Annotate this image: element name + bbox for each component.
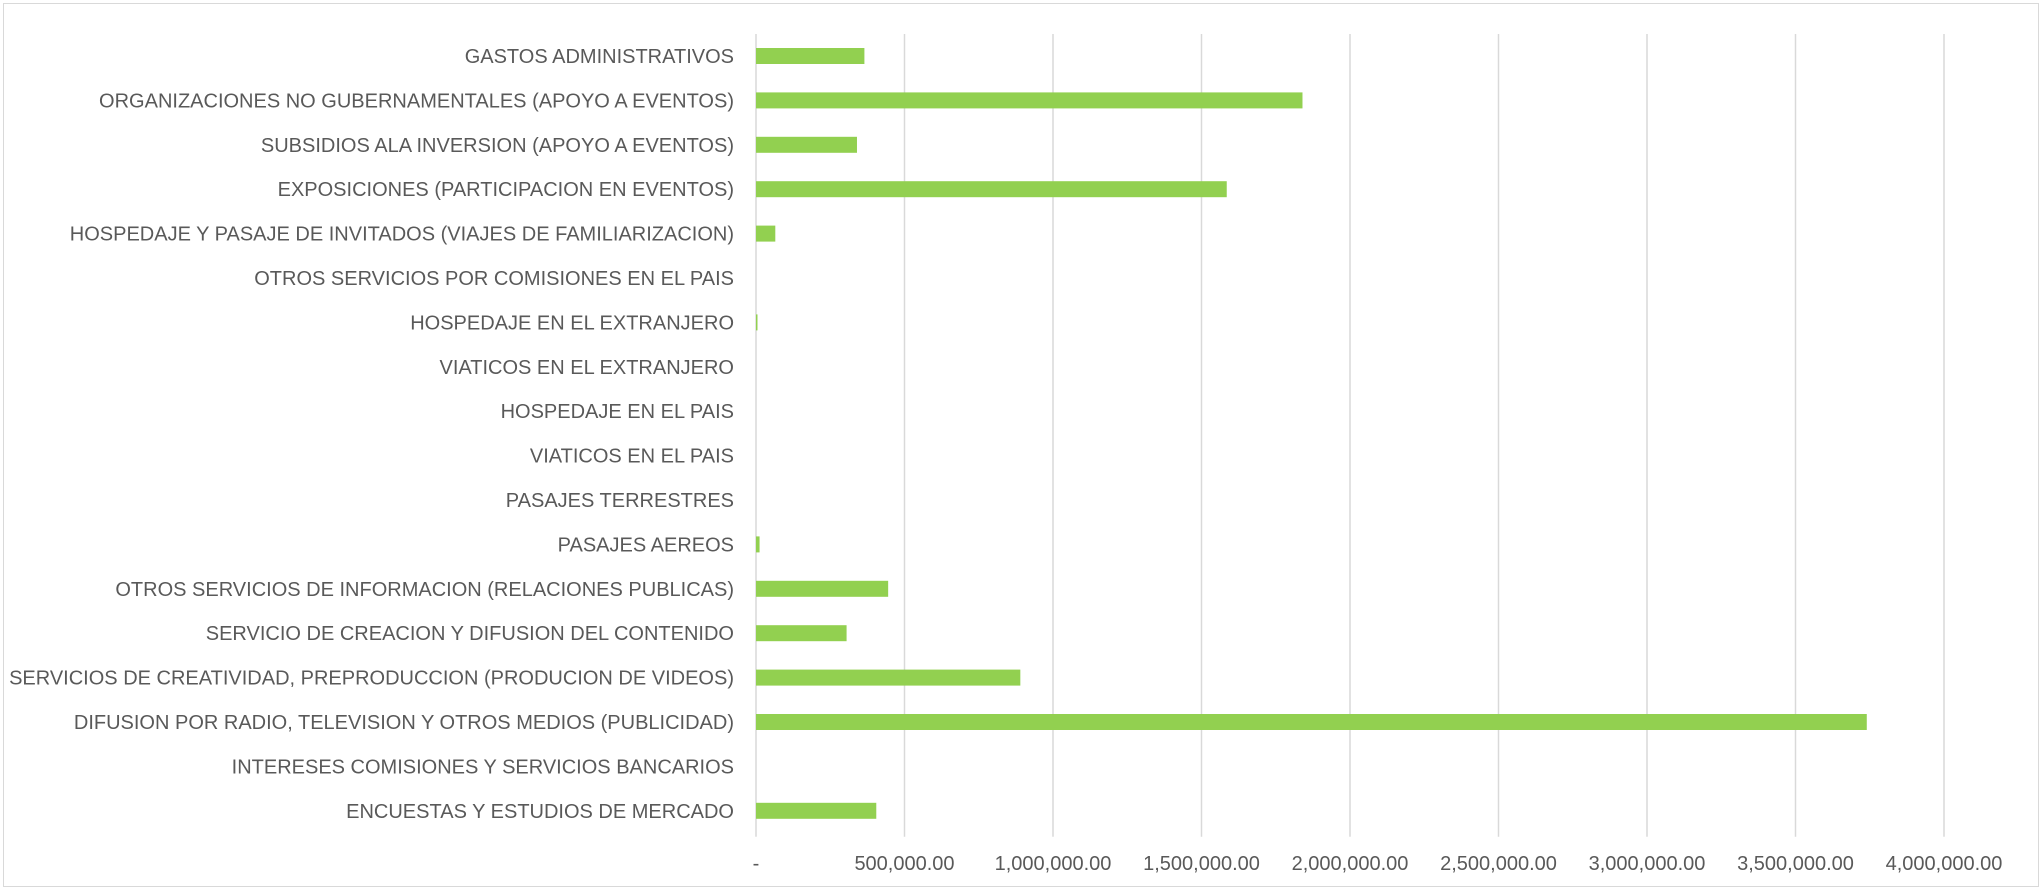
category-label: EXPOSICIONES (PARTICIPACION EN EVENTOS) <box>278 179 734 201</box>
bars <box>756 48 1867 819</box>
category-label: INTERESES COMISIONES Y SERVICIOS BANCARI… <box>232 756 734 778</box>
category-label: HOSPEDAJE EN EL EXTRANJERO <box>410 312 734 334</box>
chart-frame: GASTOS ADMINISTRATIVOS ORGANIZACIONES NO … <box>3 3 2039 887</box>
x-tick-label: 3,500,000.00 <box>1737 853 1854 875</box>
category-label: VIATICOS EN EL PAIS <box>530 446 734 468</box>
bar <box>756 536 760 553</box>
x-tick-label: 4,000,000.00 <box>1886 853 2003 875</box>
category-label: VIATICOS EN EL EXTRANJERO <box>439 357 734 379</box>
bar <box>756 225 776 242</box>
bar-chart: GASTOS ADMINISTRATIVOS ORGANIZACIONES NO … <box>9 34 2003 875</box>
grid-lines <box>755 34 1945 837</box>
bar <box>756 181 1227 198</box>
bar <box>756 314 758 331</box>
category-label: SUBSIDIOS ALA INVERSION (APOYO A EVENTOS… <box>261 135 734 157</box>
bar <box>756 48 865 64</box>
bar <box>756 92 1303 109</box>
bar <box>756 625 847 642</box>
bar <box>756 669 1021 686</box>
category-label: DIFUSION POR RADIO, TELEVISION Y OTROS M… <box>74 712 734 734</box>
bar <box>756 580 889 597</box>
x-tick-label: 2,500,000.00 <box>1440 853 1557 875</box>
category-labels: GASTOS ADMINISTRATIVOS ORGANIZACIONES NO … <box>9 46 734 823</box>
x-tick-label: 500,000.00 <box>854 853 954 875</box>
x-axis-tick-labels: - 500,000.00 1,000,000.00 1,500,000.00 2,000… <box>753 853 2003 875</box>
category-label: ORGANIZACIONES NO GUBERNAMENTALES (APOYO… <box>99 90 734 112</box>
x-tick-label: 2,000,000.00 <box>1292 853 1409 875</box>
bar <box>756 714 1867 730</box>
category-label: OTROS SERVICIOS POR COMISIONES EN EL PAI… <box>254 268 734 290</box>
category-label: ENCUESTAS Y ESTUDIOS DE MERCADO <box>346 801 734 823</box>
x-tick-label: 1,000,000.00 <box>995 853 1112 875</box>
category-label: SERVICIO DE CREACION Y DIFUSION DEL CONT… <box>206 623 734 645</box>
category-label: SERVICIOS DE CREATIVIDAD, PREPRODUCCION … <box>9 668 734 690</box>
bar <box>756 136 857 153</box>
category-label: PASAJES TERRESTRES <box>506 490 734 512</box>
x-tick-label: 1,500,000.00 <box>1143 853 1260 875</box>
category-label: HOSPEDAJE Y PASAJE DE INVITADOS (VIAJES … <box>70 224 734 246</box>
category-label: PASAJES AEREOS <box>558 534 734 556</box>
x-tick-label: 3,000,000.00 <box>1589 853 1706 875</box>
category-label: GASTOS ADMINISTRATIVOS <box>465 46 734 68</box>
x-tick-label: - <box>753 853 760 875</box>
category-label: OTROS SERVICIOS DE INFORMACION (RELACION… <box>115 579 734 601</box>
category-label: HOSPEDAJE EN EL PAIS <box>501 401 734 423</box>
bar <box>756 802 877 819</box>
